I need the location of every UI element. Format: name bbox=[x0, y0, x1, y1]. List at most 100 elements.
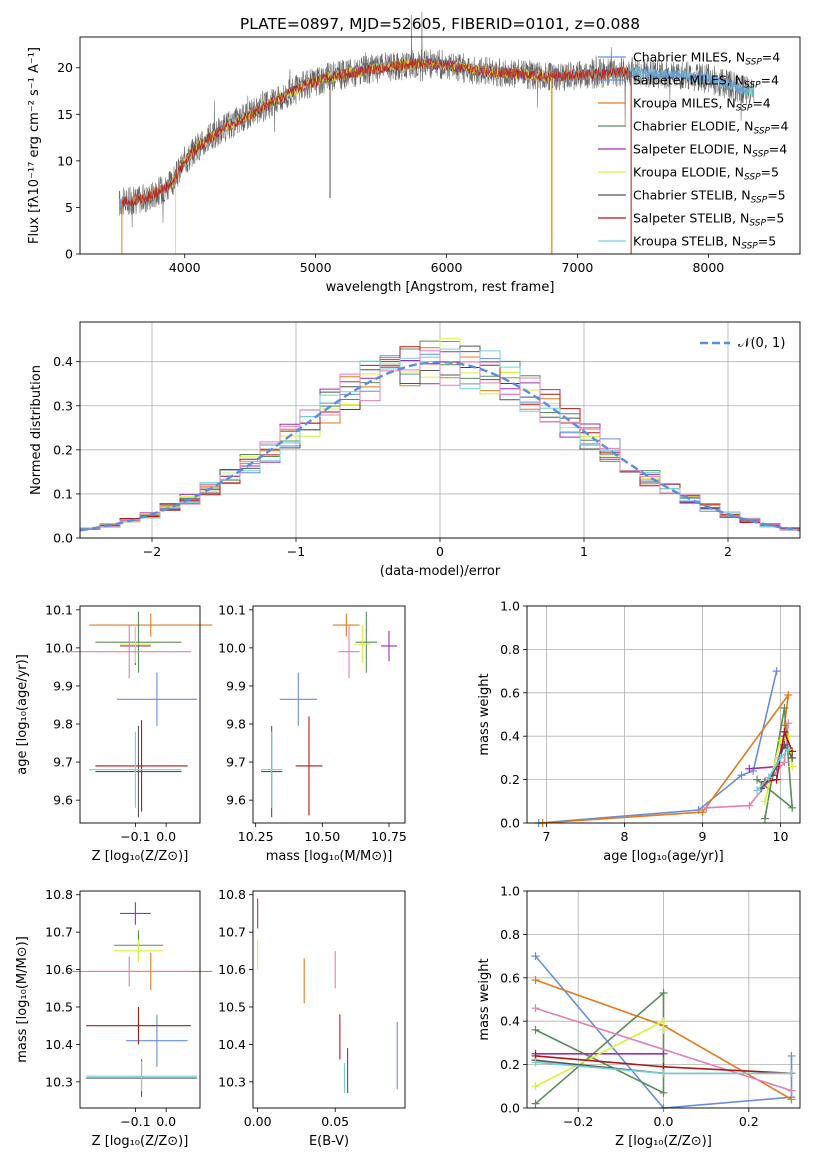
age_vs_Z-point-chabrier_miles bbox=[116, 672, 197, 726]
mass_vs_Z-x-axis-label: Z [log₁₀(Z/Z⊙)] bbox=[92, 1134, 189, 1149]
mass_vs_ebv-y-tick-label: 10.4 bbox=[218, 1037, 246, 1052]
figure-title: PLATE=0897, MJD=52605, FIBERID=0101, z=0… bbox=[240, 15, 640, 33]
mass_vs_ebv-x-tick-label: 0.00 bbox=[244, 1114, 272, 1129]
age_vs_mass-y-tick-label: 10.1 bbox=[218, 602, 246, 617]
histogram-x-tick-label: 1 bbox=[580, 544, 588, 559]
weight_vs_Z-frame bbox=[526, 890, 801, 1109]
weight_vs_Z-marker bbox=[659, 1049, 668, 1058]
weight_vs_Z-marker bbox=[659, 1088, 668, 1097]
mass_vs_Z-point-salpeter_elodie bbox=[120, 902, 151, 925]
spectrum-legend-label: Chabrier ELODIE, NSSP=4 bbox=[633, 119, 788, 137]
age_vs_Z-y-tick-label: 10.1 bbox=[45, 602, 73, 617]
weight_vs_Z-series-pink bbox=[535, 1007, 792, 1092]
weight_vs_age-marker bbox=[784, 745, 793, 754]
spectrum-legend-label: Salpeter MILES, NSSP=4 bbox=[633, 73, 779, 91]
spectrum-legend-label: Kroupa MILES, NSSP=4 bbox=[633, 96, 771, 114]
spectrum-legend-label: Salpeter ELODIE, NSSP=4 bbox=[633, 142, 787, 160]
histogram-x-tick-label: −1 bbox=[287, 544, 305, 559]
weight_vs_age-marker bbox=[760, 797, 769, 806]
weight_vs_Z-marker bbox=[531, 952, 540, 961]
age_vs_mass-y-tick-label: 10.0 bbox=[218, 640, 246, 655]
histogram-y-tick-label: 0.0 bbox=[53, 531, 73, 546]
weight_vs_age-marker bbox=[698, 808, 707, 817]
mass_vs_ebv-y-tick-label: 10.5 bbox=[218, 999, 246, 1014]
weight_vs_age-y-tick-label: 0.0 bbox=[500, 816, 520, 831]
weight_vs_age-marker bbox=[780, 758, 789, 767]
weight_vs_Z-series-chabrier_elodie bbox=[534, 991, 665, 1105]
weight_vs_Z-y-tick-label: 0.6 bbox=[500, 970, 520, 985]
weight_vs_Z-marker bbox=[531, 1099, 540, 1108]
weight_vs_age-marker bbox=[737, 771, 746, 780]
age_vs_Z-point-kroupa_elodie bbox=[120, 625, 151, 664]
mass_vs_Z-point-kroupa_stelib bbox=[86, 1061, 197, 1092]
spectrum-y-tick-label: 10 bbox=[57, 153, 73, 168]
age_vs_mass-point-chabrier_miles bbox=[279, 672, 317, 726]
age_vs_mass-point-kroupa_elodie bbox=[354, 625, 371, 664]
weight_vs_Z-marker bbox=[659, 1017, 668, 1026]
spectrum-legend-label: Kroupa ELODIE, NSSP=5 bbox=[633, 165, 779, 183]
weight_vs_age-y-axis-label: mass weight bbox=[477, 673, 492, 755]
age_vs_mass-y-tick-label: 9.9 bbox=[226, 678, 246, 693]
weight_vs_Z-y-tick-label: 0.0 bbox=[500, 1101, 520, 1116]
histogram-y-tick-label: 0.3 bbox=[53, 398, 73, 413]
mass_vs_Z-point-kroupa_elodie bbox=[113, 939, 164, 963]
age_vs_mass-x-tick-label: 10.25 bbox=[238, 829, 274, 844]
histogram-y-tick-label: 0.4 bbox=[53, 354, 73, 369]
weight_vs_age-marker bbox=[764, 773, 773, 782]
spectrum-frame bbox=[79, 36, 801, 255]
weight_vs_Z-marker bbox=[531, 1058, 540, 1067]
mass_vs_ebv-x-tick-label: 0.05 bbox=[321, 1114, 349, 1129]
weight_vs_age-series-kroupa_stelib bbox=[756, 748, 789, 792]
histogram-y-axis-label: Normed distribution bbox=[29, 365, 44, 495]
weight_vs_age-marker bbox=[776, 753, 785, 762]
weight_vs_Z-marker bbox=[787, 1086, 796, 1095]
age_vs_Z-frame bbox=[79, 605, 201, 824]
histogram-y-tick-label: 0.1 bbox=[53, 486, 73, 501]
histogram-x-tick-label: 2 bbox=[724, 544, 732, 559]
histogram-frame bbox=[79, 321, 801, 539]
weight_vs_age-x-tick-label: 7 bbox=[543, 829, 551, 844]
weight_vs_age-x-tick-label: 9 bbox=[699, 829, 707, 844]
mass_vs_Z-x-tick-label: −0.1 bbox=[120, 1114, 150, 1129]
age_vs_Z-y-tick-label: 9.7 bbox=[53, 755, 73, 770]
weight_vs_Z-marker bbox=[787, 1051, 796, 1060]
age_vs_mass-x-tick-label: 10.50 bbox=[304, 829, 340, 844]
age_vs_mass-point-pink bbox=[338, 625, 360, 679]
age_vs_mass-point-kroupa_miles bbox=[333, 613, 360, 637]
weight_vs_age-marker bbox=[780, 703, 789, 712]
age_vs_Z-point-kroupa_stelib bbox=[89, 731, 182, 808]
weight_vs_Z-x-tick-label: −0.2 bbox=[563, 1114, 593, 1129]
age_vs_mass-frame bbox=[252, 605, 406, 824]
weight_vs_Z-marker bbox=[659, 1069, 668, 1078]
age_vs_Z-x-tick-label: −0.1 bbox=[120, 829, 150, 844]
weight_vs_age-x-tick-label: 10 bbox=[773, 829, 789, 844]
weight_vs_Z-marker bbox=[787, 1095, 796, 1104]
mass_vs_Z-frame bbox=[79, 890, 201, 1109]
mass_vs_Z-x-tick-label: 0.0 bbox=[156, 1114, 176, 1129]
mass_vs_ebv-y-tick-label: 10.7 bbox=[218, 925, 246, 940]
histogram-x-tick-label: 0 bbox=[436, 544, 444, 559]
weight_vs_age-y-tick-label: 0.2 bbox=[500, 772, 520, 787]
weight_vs_age-marker bbox=[784, 690, 793, 699]
weight_vs_Z-marker bbox=[531, 975, 540, 984]
mass_vs_Z-y-axis-label: mass [log₁₀(M/M⊙)] bbox=[15, 936, 30, 1063]
age_vs_Z-y-tick-label: 9.9 bbox=[53, 678, 73, 693]
spectrum-y-tick-label: 5 bbox=[65, 200, 73, 215]
spectrum-x-tick-label: 4000 bbox=[169, 260, 201, 275]
spectrum-legend-label: Chabrier MILES, NSSP=4 bbox=[633, 50, 780, 68]
mass_vs_Z-y-tick-label: 10.8 bbox=[45, 887, 73, 902]
mass_vs_Z-point-salpeter_stelib bbox=[86, 1006, 191, 1045]
age_vs_mass-point-kroupa_stelib bbox=[261, 731, 283, 808]
spectrum-legend-label: Chabrier STELIB, NSSP=5 bbox=[633, 188, 786, 206]
spectrum-legend-label: Salpeter STELIB, NSSP=5 bbox=[633, 211, 784, 229]
spectrum-y-tick-label: 20 bbox=[57, 60, 73, 75]
spectrum-x-tick-label: 5000 bbox=[300, 260, 332, 275]
spectrum-x-tick-label: 8000 bbox=[692, 260, 724, 275]
spectrum-x-tick-label: 6000 bbox=[431, 260, 463, 275]
weight_vs_age-marker bbox=[753, 775, 762, 784]
age_vs_Z-x-tick-label: 0.0 bbox=[156, 829, 176, 844]
mass_vs_ebv-x-axis-label: E(B-V) bbox=[309, 1134, 349, 1149]
weight_vs_age-marker bbox=[745, 764, 754, 773]
weight_vs_Z-x-tick-label: 0.2 bbox=[739, 1114, 759, 1129]
mass_vs_Z-y-tick-label: 10.4 bbox=[45, 1037, 73, 1052]
